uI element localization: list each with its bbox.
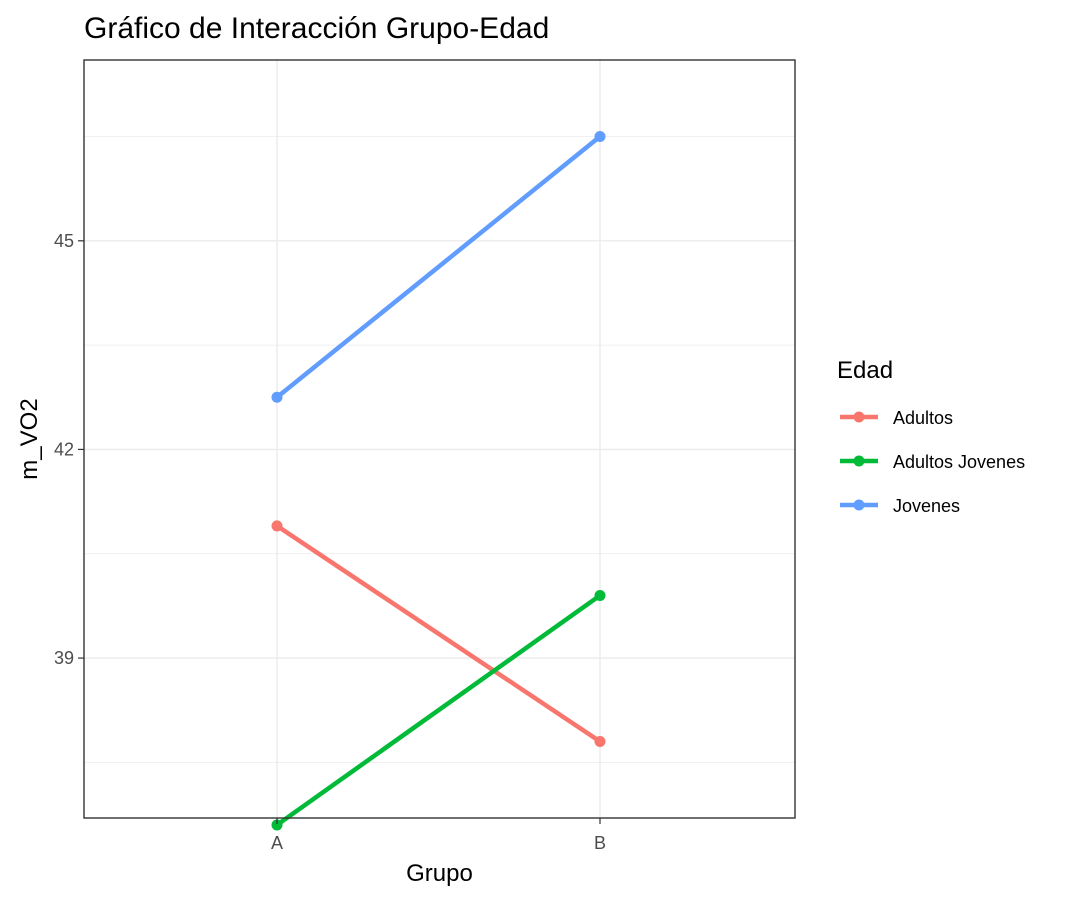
y-tick-label: 42 bbox=[54, 439, 74, 459]
x-axis-title: Grupo bbox=[406, 860, 473, 887]
series-layer bbox=[271, 130, 606, 831]
y-axis-title: m_VO2 bbox=[16, 398, 43, 479]
legend-key-point bbox=[853, 499, 865, 511]
series-line-adultos-jovenes bbox=[275, 593, 602, 827]
legend-title: Edad bbox=[837, 357, 893, 384]
series-line-adultos bbox=[275, 524, 602, 744]
legend-items: Adultos Adultos Jovenes Jovenes bbox=[840, 408, 1025, 516]
legend: Edad Adultos Adultos Jovenes Jovenes bbox=[837, 357, 1025, 516]
series-point-jovenes bbox=[271, 391, 283, 403]
series-point-adultos bbox=[594, 736, 606, 748]
series-point-adultos-jovenes bbox=[594, 589, 606, 601]
x-tick-label: B bbox=[594, 833, 606, 853]
legend-label: Adultos Jovenes bbox=[893, 452, 1025, 472]
legend-label: Jovenes bbox=[893, 496, 960, 516]
axes: 39 42 45 A B bbox=[54, 231, 606, 853]
series-line-jovenes bbox=[275, 134, 602, 400]
y-tick-label: 39 bbox=[54, 648, 74, 668]
legend-key-point bbox=[853, 455, 865, 467]
chart-title: Gráfico de Interacción Grupo-Edad bbox=[84, 12, 549, 45]
y-tick-label: 45 bbox=[54, 231, 74, 251]
grid bbox=[84, 60, 795, 818]
series-point-jovenes bbox=[594, 130, 606, 142]
plot-panel-border bbox=[83, 59, 796, 819]
x-tick-label: A bbox=[271, 833, 283, 853]
series-point-adultos bbox=[271, 520, 283, 532]
legend-label: Adultos bbox=[893, 408, 953, 428]
legend-key-point bbox=[853, 411, 865, 423]
series-point-adultos-jovenes bbox=[271, 819, 283, 831]
